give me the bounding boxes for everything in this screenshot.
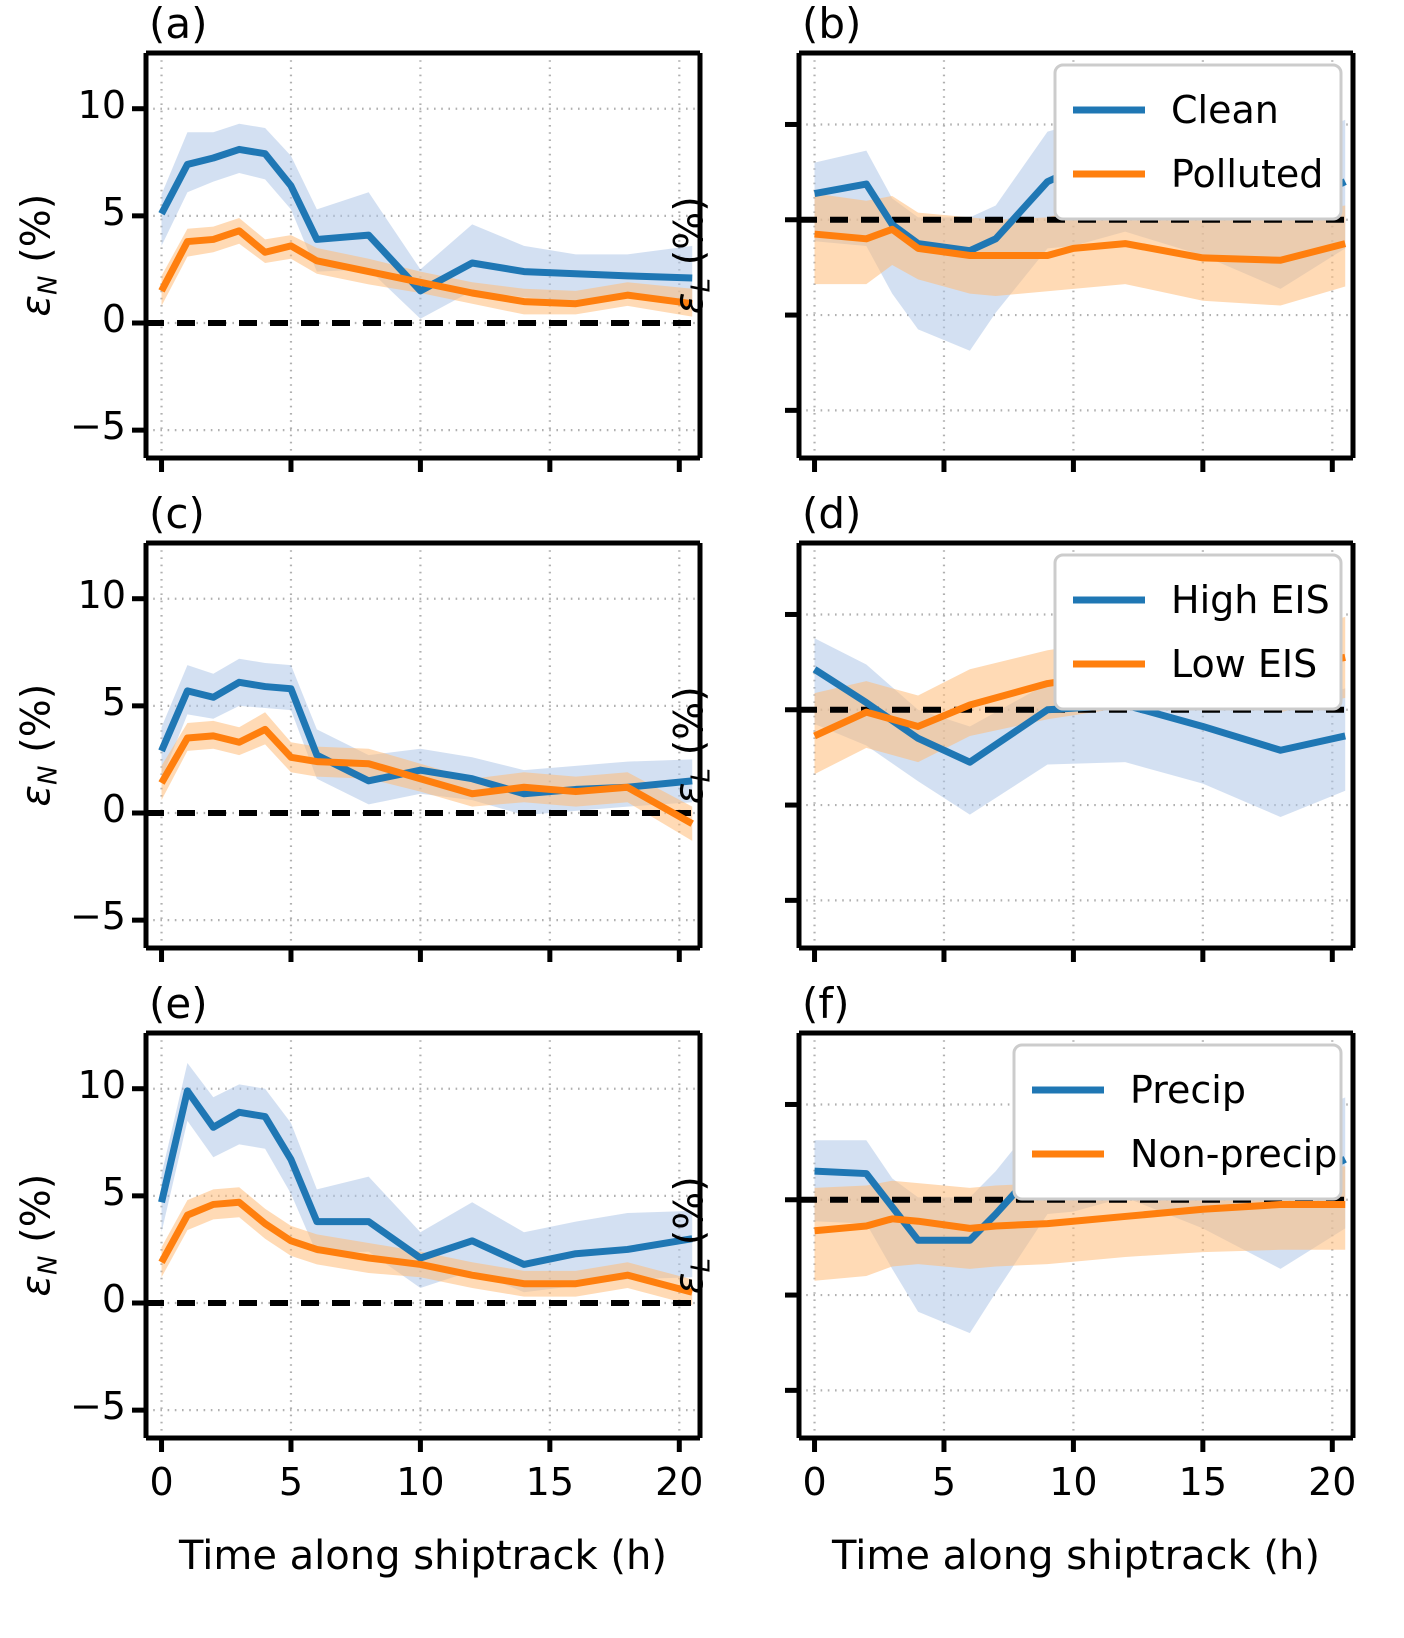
- x-axis-label-f: Time along shiptrack (h): [832, 1533, 1320, 1579]
- panel-e: [132, 1030, 703, 1452]
- panel-label-f: (f): [802, 979, 850, 1028]
- legend-label-1: Low EIS: [1171, 642, 1317, 686]
- x-axis-label-e: Time along shiptrack (h): [179, 1533, 667, 1579]
- y-tick-label: −5: [69, 404, 126, 449]
- panel-a: [132, 50, 703, 472]
- legend-b: Clean Polluted: [1053, 63, 1343, 221]
- axes-spines: [796, 1030, 1356, 1441]
- band-precip: [161, 1063, 693, 1293]
- band-high-eis: [814, 638, 1346, 817]
- axes-spines: [143, 50, 703, 461]
- axes-spines: [143, 1030, 703, 1441]
- axes-spines: [796, 50, 1356, 461]
- line-clean: [158, 145, 693, 295]
- y-tick-label: 0: [101, 297, 126, 341]
- legend-label-0: Precip: [1130, 1068, 1246, 1112]
- legend-label-0: Clean: [1171, 88, 1279, 132]
- x-tick-label: 15: [525, 1460, 575, 1504]
- line-polluted: [814, 225, 1347, 264]
- x-tick-label: 0: [802, 1460, 827, 1504]
- x-tick-label: 15: [1178, 1460, 1228, 1504]
- x-tick-label: 20: [1308, 1460, 1357, 1504]
- panel-f: Precip Non-precip: [785, 1030, 1356, 1452]
- line-non-precip: [158, 1198, 694, 1296]
- legend-d: High EIS Low EIS: [1053, 553, 1343, 711]
- x-tick-label: 5: [278, 1460, 304, 1504]
- band-non-precip: [161, 1187, 693, 1306]
- x-tick-label: 10: [396, 1460, 445, 1504]
- y-tick-label: 5: [101, 679, 126, 724]
- y-tick-label: 0: [101, 1277, 126, 1321]
- x-tick-label: 0: [149, 1460, 174, 1504]
- line-low-eis: [158, 725, 694, 827]
- y-tick-label: 5: [101, 1169, 126, 1214]
- tick-marks: [785, 1101, 1335, 1452]
- tick-marks: [785, 121, 1335, 472]
- axes-spines: [143, 540, 703, 951]
- y-axis-label-d: εL (%): [665, 685, 717, 804]
- tick-marks: [132, 106, 682, 472]
- panel-label-b: (b): [802, 0, 862, 48]
- panel-label-d: (d): [802, 489, 862, 538]
- tick-marks: [132, 596, 682, 962]
- panel-d: High EIS Low EIS: [785, 540, 1356, 962]
- legend-label-0: High EIS: [1171, 578, 1330, 622]
- y-tick-label: 10: [77, 82, 126, 127]
- tick-marks: [132, 1086, 682, 1452]
- legend-label-1: Polluted: [1171, 152, 1323, 196]
- line-precip: [158, 1087, 693, 1268]
- legend-f: Precip Non-precip: [1012, 1043, 1343, 1201]
- y-tick-label: −5: [69, 1384, 126, 1429]
- band-low-eis: [161, 712, 693, 841]
- x-tick-label: 20: [655, 1460, 704, 1504]
- band-polluted: [161, 218, 693, 317]
- y-axis-label-f: εL (%): [665, 1175, 717, 1294]
- x-tick-label: 10: [1049, 1460, 1098, 1504]
- panel-label-e: (e): [149, 979, 208, 1028]
- y-axis-label-b: εL (%): [665, 195, 717, 314]
- x-tick-label: 5: [931, 1460, 957, 1504]
- y-tick-label: 5: [101, 189, 126, 234]
- y-tick-label: 0: [101, 787, 126, 831]
- line-polluted: [158, 227, 693, 308]
- y-tick-label: 10: [77, 572, 126, 617]
- panel-b: Clean Polluted: [785, 50, 1356, 472]
- line-non-precip: [814, 1201, 1346, 1235]
- panel-label-c: (c): [149, 489, 205, 538]
- legend-label-1: Non-precip: [1130, 1132, 1337, 1176]
- y-tick-label: −5: [69, 894, 126, 939]
- y-tick-label: 10: [77, 1062, 126, 1107]
- axes-spines: [796, 540, 1356, 951]
- panel-c: [132, 540, 703, 962]
- panel-label-a: (a): [149, 0, 208, 48]
- tick-marks: [785, 611, 1335, 962]
